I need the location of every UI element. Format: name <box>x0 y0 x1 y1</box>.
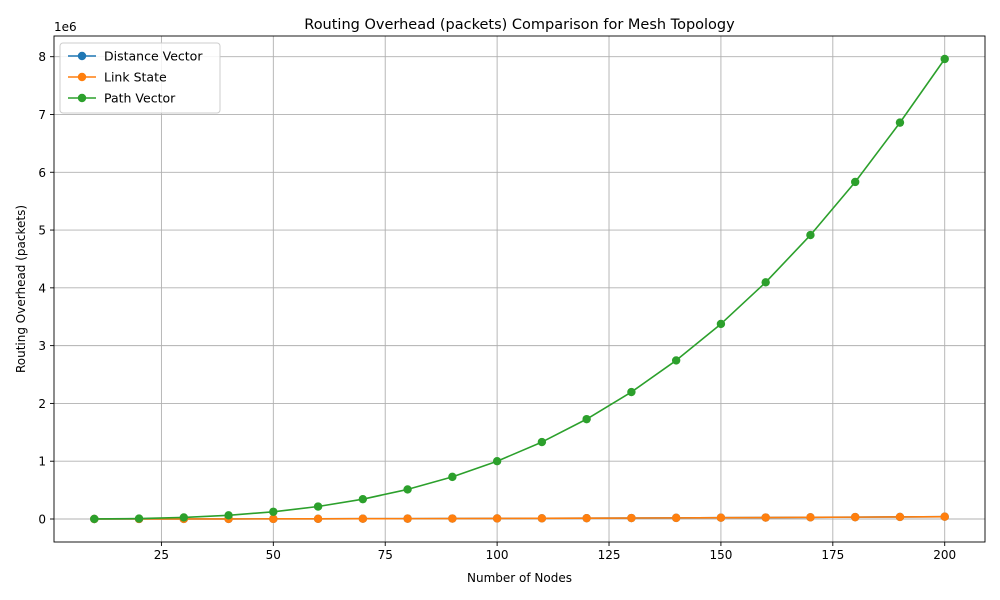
data-point <box>851 513 859 521</box>
x-tick-label: 200 <box>933 548 956 562</box>
data-point <box>582 415 590 423</box>
data-point <box>627 514 635 522</box>
data-point <box>448 473 456 481</box>
series-path-vector <box>90 55 949 523</box>
series-line <box>94 59 944 519</box>
legend-label: Path Vector <box>104 91 176 106</box>
x-tick-label: 50 <box>266 548 281 562</box>
y-tick-label: 6 <box>38 166 46 180</box>
data-point <box>180 513 188 521</box>
data-point <box>538 514 546 522</box>
legend-label: Distance Vector <box>104 49 203 64</box>
data-point <box>359 495 367 503</box>
data-point <box>448 514 456 522</box>
y-tick-label: 4 <box>38 281 46 295</box>
data-point <box>941 55 949 63</box>
legend-marker <box>78 94 86 102</box>
x-tick-label: 75 <box>378 548 393 562</box>
data-point <box>135 514 143 522</box>
y-tick-label: 7 <box>38 108 46 122</box>
data-point <box>806 513 814 521</box>
y-scale-offset-label: 1e6 <box>54 20 77 34</box>
data-point <box>806 231 814 239</box>
data-point <box>851 178 859 186</box>
data-point <box>493 514 501 522</box>
data-point <box>761 278 769 286</box>
data-point <box>717 513 725 521</box>
x-tick-label: 125 <box>598 548 621 562</box>
x-tick-label: 175 <box>821 548 844 562</box>
y-tick-label: 3 <box>38 339 46 353</box>
x-axis-label: Number of Nodes <box>467 571 572 585</box>
data-point <box>717 320 725 328</box>
series-link-state <box>90 512 949 523</box>
legend-marker <box>78 73 86 81</box>
x-tick-label: 25 <box>154 548 169 562</box>
data-point <box>627 388 635 396</box>
y-tick-label: 5 <box>38 224 46 238</box>
y-tick-label: 1 <box>38 455 46 469</box>
data-point <box>941 512 949 520</box>
data-point <box>672 514 680 522</box>
data-point <box>403 514 411 522</box>
data-point <box>314 502 322 510</box>
data-point <box>403 485 411 493</box>
data-point <box>761 513 769 521</box>
y-tick-label: 2 <box>38 397 46 411</box>
data-point <box>224 511 232 519</box>
data-point <box>90 515 98 523</box>
data-point <box>896 513 904 521</box>
legend-marker <box>78 52 86 60</box>
x-tick-label: 150 <box>709 548 732 562</box>
x-tick-label: 100 <box>486 548 509 562</box>
data-point <box>538 438 546 446</box>
series-layer <box>90 55 949 523</box>
data-point <box>269 508 277 516</box>
y-axis-label: Routing Overhead (packets) <box>14 205 28 373</box>
y-tick-label: 0 <box>38 513 46 527</box>
chart-title: Routing Overhead (packets) Comparison fo… <box>304 17 735 33</box>
legend-label: Link State <box>104 70 167 85</box>
data-point <box>359 515 367 523</box>
data-point <box>896 118 904 126</box>
data-point <box>672 356 680 364</box>
legend: Distance Vector Link State Path Vector <box>60 43 220 113</box>
data-point <box>314 515 322 523</box>
data-point <box>582 514 590 522</box>
data-point <box>493 457 501 465</box>
y-tick-label: 8 <box>38 50 46 64</box>
